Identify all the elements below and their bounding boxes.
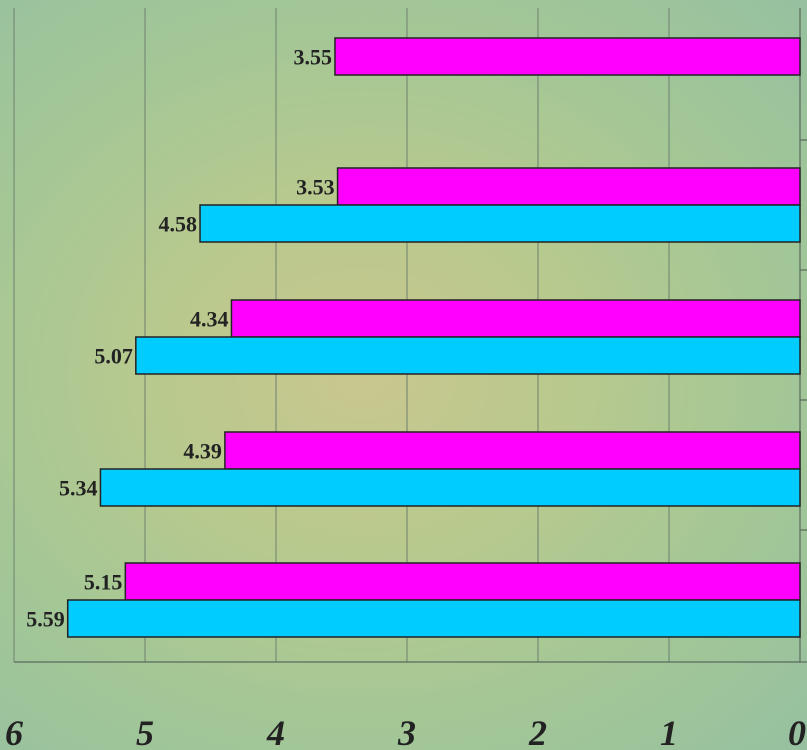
bar-magenta-3 <box>230 299 801 338</box>
bars <box>66 37 801 638</box>
data-label-magenta-5: 5.15 <box>84 570 123 595</box>
x-axis-ticks: 0 1 2 3 4 5 6 <box>5 713 806 750</box>
data-label-magenta-4: 4.39 <box>183 439 222 464</box>
bar-cyan-2 <box>199 204 801 243</box>
x-tick-label-6: 6 <box>5 713 23 750</box>
bar-magenta-2 <box>336 167 801 206</box>
bar-cyan-4 <box>99 468 801 507</box>
x-tick-label-3: 3 <box>397 713 416 750</box>
data-label-cyan-3: 5.07 <box>94 344 133 369</box>
data-labels: 3.55 3.53 4.58 4.34 5.07 4.39 5.34 5.15 5.59 <box>26 45 334 632</box>
x-tick-label-2: 2 <box>528 713 547 750</box>
bar-cyan-5 <box>66 599 801 638</box>
bar-cyan-3 <box>135 336 801 375</box>
data-label-cyan-4: 5.34 <box>59 476 98 501</box>
bar-magenta-4 <box>224 431 801 470</box>
data-label-cyan-5: 5.59 <box>26 607 65 632</box>
x-tick-label-1: 1 <box>660 713 678 750</box>
data-label-magenta-1: 3.55 <box>293 45 332 70</box>
data-label-magenta-2: 3.53 <box>296 175 335 200</box>
x-tick-label-4: 4 <box>266 713 285 750</box>
data-label-magenta-3: 4.34 <box>190 307 229 332</box>
x-tick-label-5: 5 <box>136 713 154 750</box>
bar-magenta-1 <box>334 37 801 76</box>
data-label-cyan-2: 4.58 <box>159 212 198 237</box>
x-tick-label-0: 0 <box>788 713 806 750</box>
bar-magenta-5 <box>124 562 801 601</box>
